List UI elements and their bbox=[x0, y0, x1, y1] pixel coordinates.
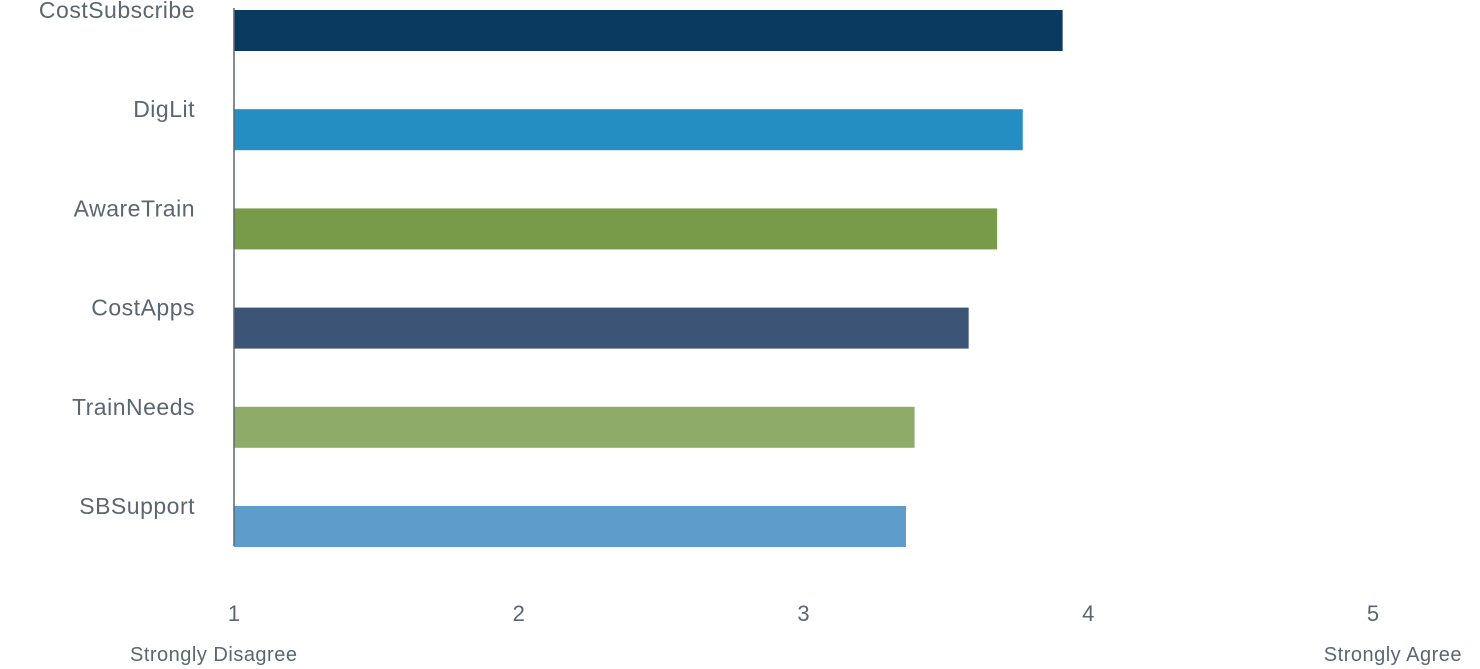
bars-group bbox=[234, 10, 1063, 547]
bar-awaretrain bbox=[234, 208, 998, 250]
x-tick-label: 2 bbox=[513, 601, 525, 626]
bar-diglit bbox=[234, 109, 1023, 151]
scale-anchor-high: Strongly Agree bbox=[1324, 644, 1462, 666]
category-label-trainneeds: TrainNeeds bbox=[72, 394, 195, 420]
category-label-diglit: DigLit bbox=[133, 96, 195, 122]
bar-costsubscribe bbox=[234, 10, 1063, 51]
x-tick-label: 3 bbox=[797, 601, 809, 626]
bar-costapps bbox=[234, 307, 969, 349]
category-label-sbsupport: SBSupport bbox=[79, 493, 195, 519]
x-tick-label: 1 bbox=[228, 601, 240, 626]
category-labels: CostSubscribe DigLit AwareTrain CostApps Tra… bbox=[39, 0, 195, 519]
category-label-awaretrain: AwareTrain bbox=[74, 195, 195, 221]
category-label-costsubscribe: CostSubscribe bbox=[39, 0, 195, 23]
bar-trainneeds bbox=[234, 406, 915, 448]
scale-anchor-low: Strongly Disagree bbox=[130, 644, 297, 666]
x-tick-label: 4 bbox=[1082, 601, 1094, 626]
category-label-costapps: CostApps bbox=[91, 295, 195, 321]
x-tick-label: 5 bbox=[1367, 601, 1379, 626]
bar-sbsupport bbox=[234, 506, 907, 547]
x-tick-labels: 1 2 3 4 5 bbox=[228, 601, 1379, 626]
